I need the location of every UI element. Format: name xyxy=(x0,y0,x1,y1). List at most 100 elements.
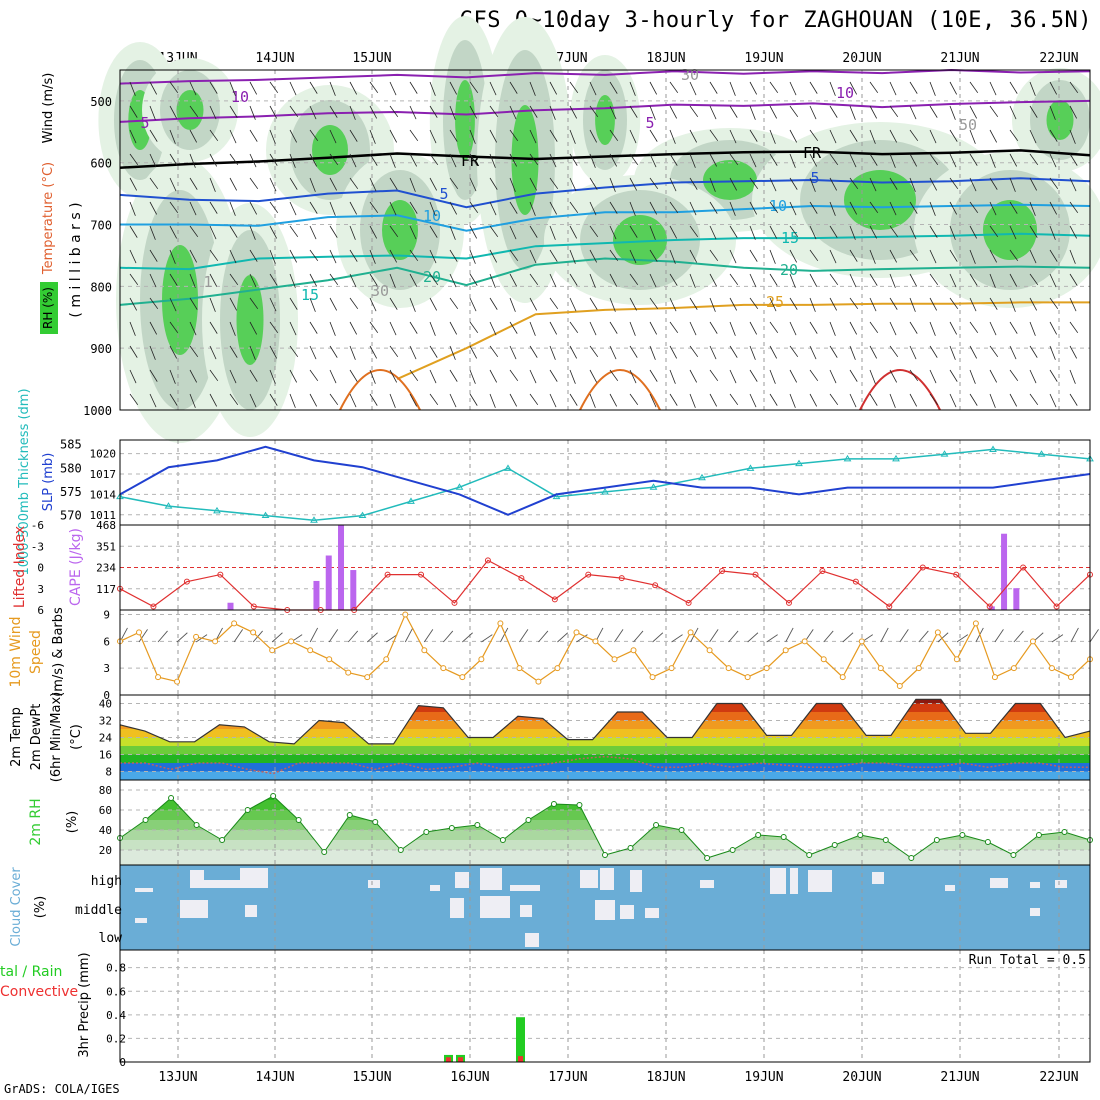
wind-barb xyxy=(629,369,637,384)
wind-barb xyxy=(769,321,779,334)
wind-barb xyxy=(729,81,736,96)
wind-barb xyxy=(429,297,438,311)
wind-barb xyxy=(169,225,178,239)
wind-barb xyxy=(569,321,579,334)
date-label-bottom: 22JUN xyxy=(1039,1070,1078,1085)
wind-barb xyxy=(1069,105,1078,119)
wind-barb xyxy=(669,201,679,214)
wind-barb xyxy=(909,129,919,142)
wind-barb xyxy=(769,153,778,166)
rh-shading xyxy=(511,105,539,215)
wind-barb-10m xyxy=(404,627,414,643)
wind-barb-10m xyxy=(499,627,509,643)
wind-barb xyxy=(669,225,678,239)
wind-barb xyxy=(389,129,398,143)
cape-bar xyxy=(338,524,345,610)
wind-barb xyxy=(869,177,877,192)
date-label-bottom: 18JUN xyxy=(646,1070,685,1085)
rh-tick: 40 xyxy=(99,824,112,837)
chart-title: GFS 0~10day 3-hourly for ZAGHOUAN (10E, … xyxy=(459,8,1092,33)
wind-barb xyxy=(269,105,278,119)
wind-barb xyxy=(1009,201,1018,214)
thickness-marker xyxy=(310,516,318,523)
rh-marker xyxy=(1010,852,1017,858)
date-label-bottom: 14JUN xyxy=(255,1070,294,1085)
cloud-cell xyxy=(510,885,540,891)
wind-barb xyxy=(149,321,158,335)
wind-barb xyxy=(749,369,758,382)
precip-tick: 0.4 xyxy=(106,1009,126,1022)
thickness-marker xyxy=(843,454,852,462)
wind-barb xyxy=(289,201,297,216)
wind-barb xyxy=(1049,369,1058,382)
wind-barb xyxy=(829,129,837,144)
wind-barb-10m xyxy=(1051,634,1064,643)
wind-barb xyxy=(1049,321,1058,335)
contour-15 xyxy=(119,232,1091,271)
wind-barb xyxy=(409,345,417,360)
temp-tick: 8 xyxy=(105,766,112,779)
rh-marker xyxy=(321,849,328,855)
wind-barb xyxy=(369,129,376,144)
wind-barb xyxy=(629,201,636,216)
wind-barb xyxy=(729,177,738,191)
wind-barb xyxy=(949,81,958,95)
wind-barb xyxy=(469,345,478,359)
wind-barb xyxy=(389,369,398,383)
wind-barb xyxy=(509,177,516,192)
wind-barb xyxy=(509,201,518,214)
wind-barb xyxy=(289,393,296,408)
wind-barb xyxy=(549,201,558,215)
wind-barb xyxy=(769,369,776,384)
wind-barb xyxy=(689,225,699,238)
rh-shading xyxy=(703,160,757,200)
wind-barb xyxy=(989,297,998,310)
rh-marker xyxy=(372,819,379,825)
cloud-cell xyxy=(945,885,955,891)
wind-barb-10m xyxy=(671,634,683,643)
cape-tick: 234 xyxy=(96,562,116,575)
wind-barb xyxy=(189,177,198,190)
rh-marker xyxy=(423,829,430,835)
wind-barb xyxy=(969,273,978,286)
cloud-cell xyxy=(135,918,147,923)
wind-barb xyxy=(749,393,757,408)
wind-speed-marker xyxy=(763,665,770,672)
wind-barb xyxy=(169,105,178,119)
wind-barb xyxy=(229,369,237,384)
wind-barb xyxy=(369,201,379,214)
wind-barb xyxy=(569,105,578,119)
wind-barb xyxy=(649,249,658,262)
wind-barb xyxy=(609,273,618,287)
wind-barb xyxy=(469,81,479,94)
wind-barb-10m xyxy=(462,632,473,643)
wind-speed-marker xyxy=(972,620,979,627)
cape-bar xyxy=(1013,588,1020,610)
dewpoint-line xyxy=(120,755,1090,775)
cloud-cell xyxy=(245,905,257,917)
wind-barb xyxy=(689,153,696,168)
thickness-marker xyxy=(892,454,900,462)
wind-barb xyxy=(569,177,577,192)
wind-barb xyxy=(929,177,938,191)
wind-barb xyxy=(1049,249,1058,262)
wind-barb xyxy=(349,129,358,142)
wind-barb xyxy=(629,105,638,118)
contour--5 xyxy=(119,99,1091,123)
contour-label: FR xyxy=(461,152,480,170)
wind-barb xyxy=(129,81,136,96)
wind-barb xyxy=(909,321,918,334)
wind-barb-10m xyxy=(576,634,588,643)
thickness-marker xyxy=(940,450,949,457)
wind-barb xyxy=(309,393,318,407)
precip-tick: 0.2 xyxy=(106,1032,126,1045)
wind-barb xyxy=(429,225,438,238)
wind-barb xyxy=(209,345,217,360)
li-marker xyxy=(785,599,792,606)
wind-barb xyxy=(1029,129,1037,144)
cloud-cell xyxy=(808,870,832,892)
wind-barb xyxy=(909,369,919,382)
wind-barb xyxy=(809,81,818,94)
wind-speed-marker xyxy=(231,620,238,627)
wind-barb xyxy=(589,201,597,216)
